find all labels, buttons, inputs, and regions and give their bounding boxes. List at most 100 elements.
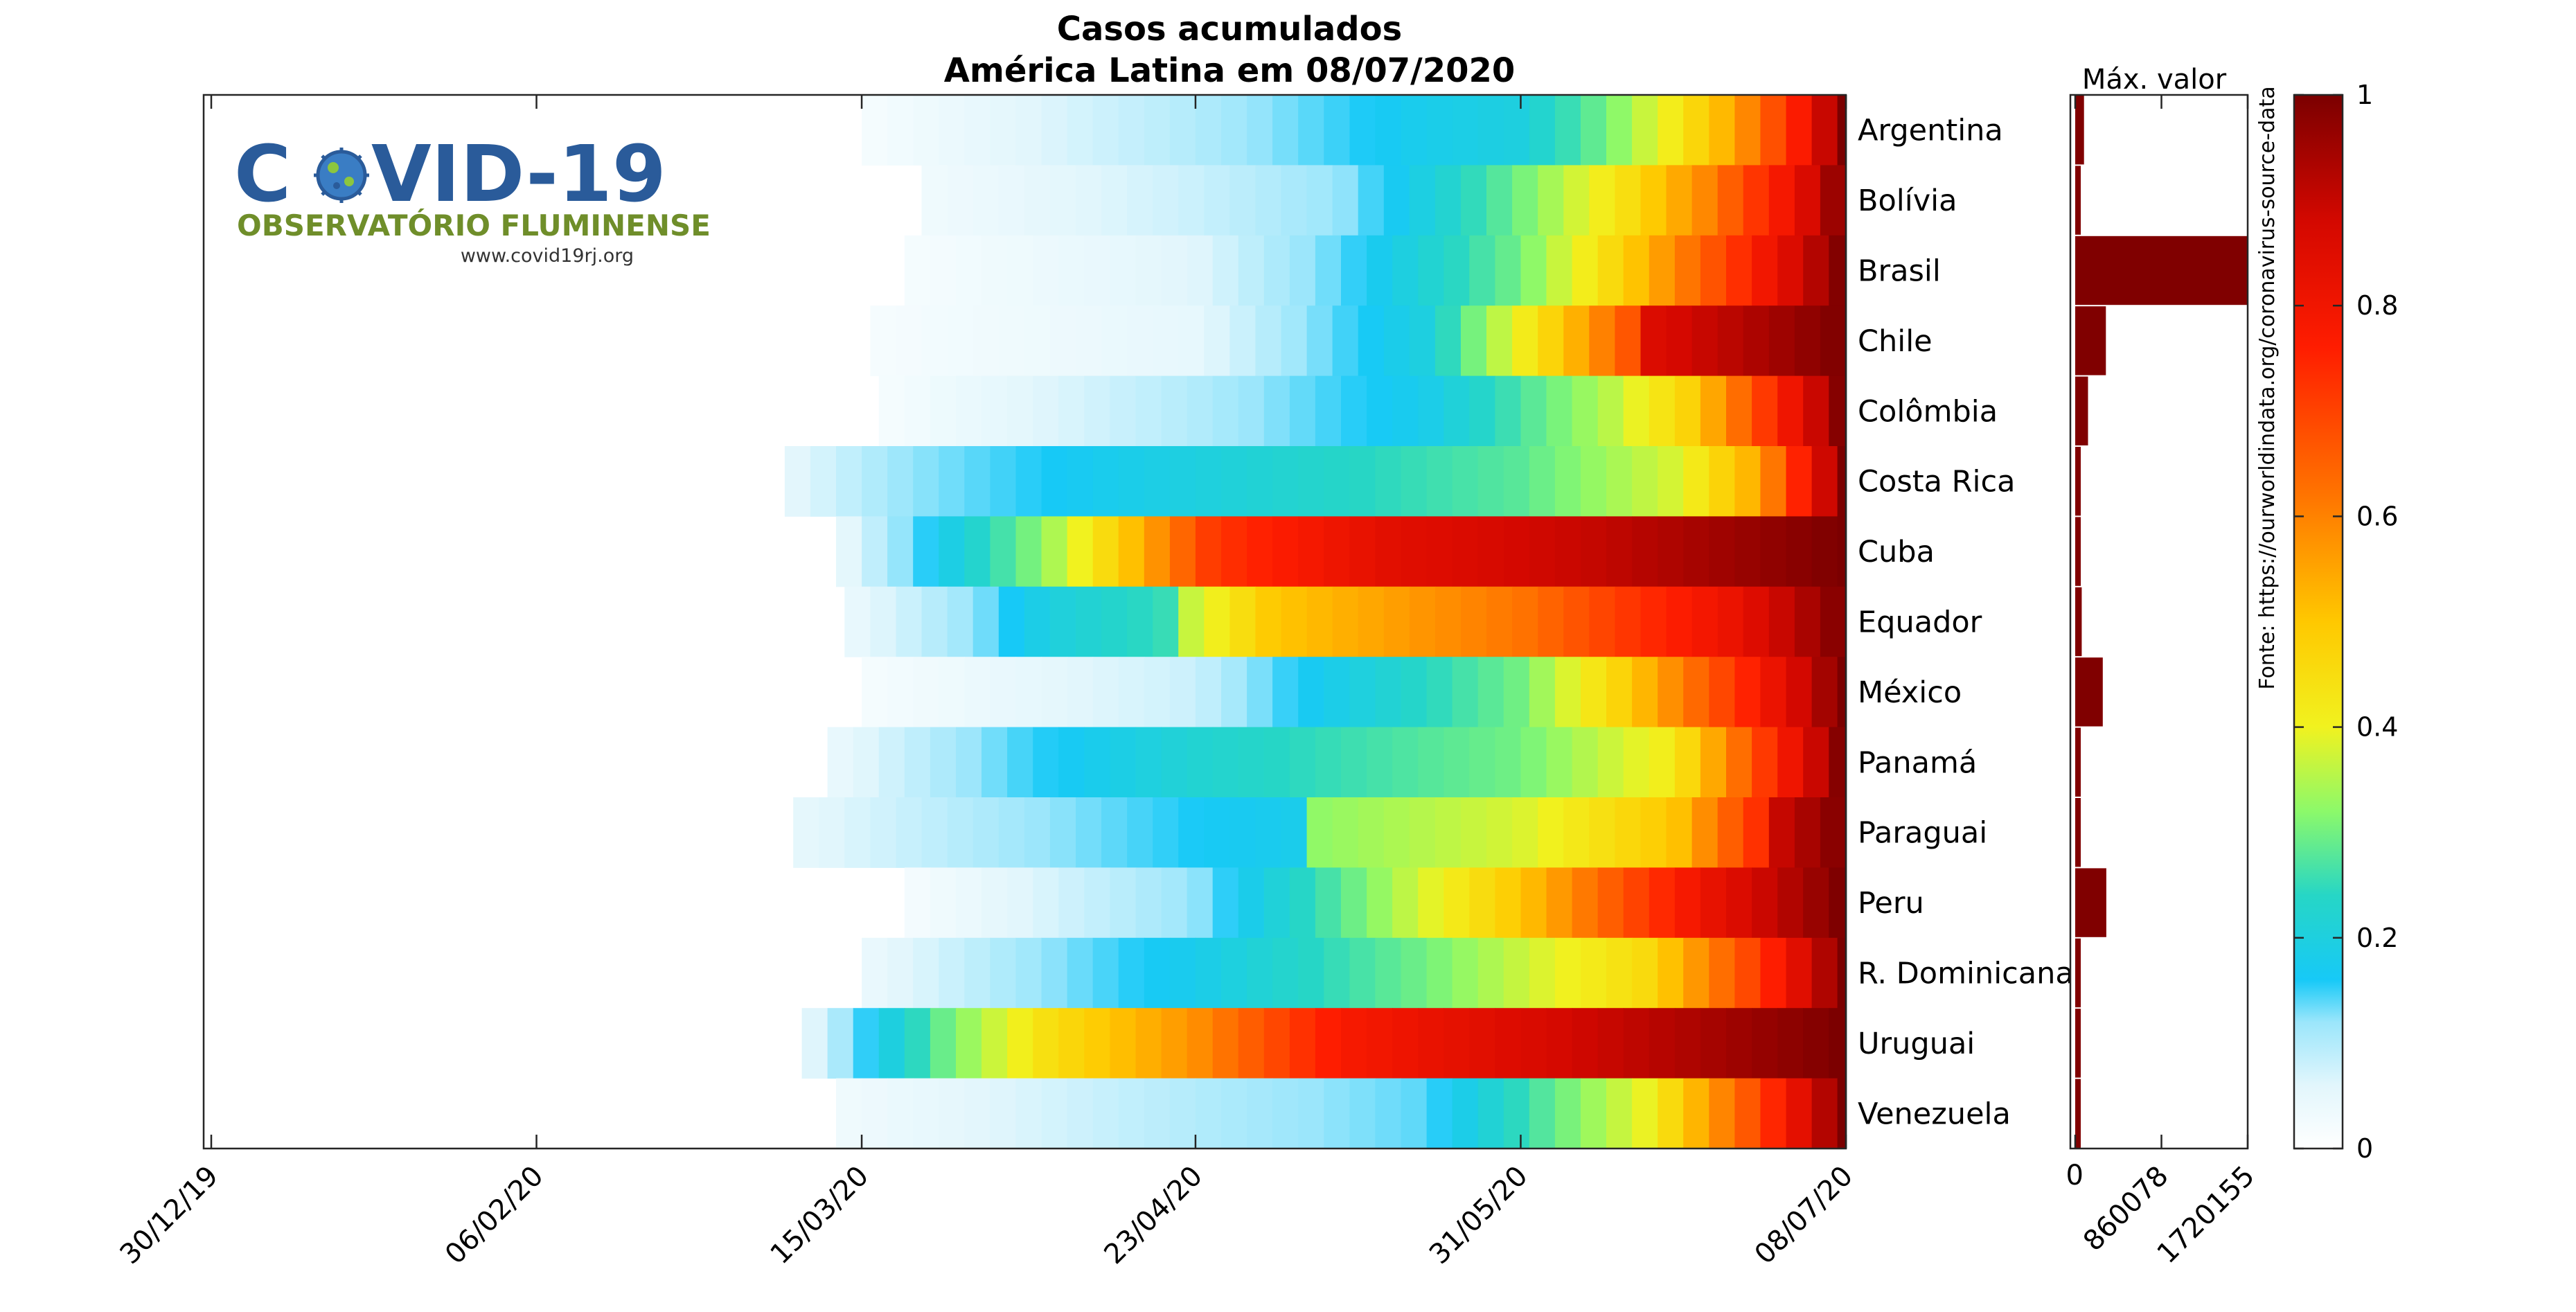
heat-cell	[1033, 235, 1059, 306]
heat-cell	[1110, 1008, 1137, 1079]
heatmap-row	[870, 305, 1847, 377]
heat-cell	[1811, 446, 1838, 517]
heat-cell	[1546, 727, 1573, 798]
heat-cell	[1367, 375, 1393, 447]
colorbar-fill	[2293, 94, 2344, 1150]
heat-cell	[1375, 657, 1402, 728]
heat-cell	[1161, 867, 1188, 939]
heat-cell	[1058, 727, 1085, 798]
heat-cell	[1272, 446, 1299, 517]
heat-cell	[1632, 937, 1658, 1009]
heat-cell	[998, 797, 1025, 868]
heat-cell	[1358, 165, 1385, 236]
heat-cell	[1401, 1078, 1428, 1149]
heat-cell	[1734, 516, 1761, 587]
heatmap-frame	[202, 94, 1847, 1150]
heat-cell	[904, 727, 931, 798]
country-label: Cuba	[1858, 535, 1935, 569]
heat-cell	[981, 1008, 1008, 1079]
heat-cell	[1658, 516, 1684, 587]
heat-cell	[1315, 235, 1342, 306]
heat-cell	[1161, 235, 1188, 306]
heat-cell	[1101, 165, 1128, 236]
heat-cell	[810, 446, 837, 517]
heat-cell	[1127, 305, 1153, 377]
heat-cell	[1255, 305, 1282, 377]
heat-cell	[1315, 1008, 1342, 1079]
heat-cell	[1691, 797, 1718, 868]
heat-cell	[1058, 867, 1085, 939]
heat-cell	[1289, 235, 1316, 306]
heat-cell	[956, 727, 982, 798]
heat-cell	[896, 305, 923, 377]
heat-cell	[1349, 937, 1376, 1009]
heat-cell	[1033, 375, 1059, 447]
heat-cell	[1049, 305, 1076, 377]
heat-cell	[1058, 1008, 1085, 1079]
max-value-bar	[2075, 727, 2081, 797]
heat-cell	[1520, 375, 1547, 447]
heat-cell	[1503, 95, 1530, 166]
heat-cell	[1212, 375, 1239, 447]
heat-cell	[1734, 937, 1761, 1009]
heat-cell	[1615, 586, 1642, 657]
heat-cell	[1221, 95, 1247, 166]
country-label: R. Dominicana	[1858, 957, 2074, 991]
heat-cell	[1803, 235, 1829, 306]
heat-cell	[1691, 165, 1718, 236]
heat-cell	[1332, 797, 1359, 868]
max-value-bar	[2075, 1009, 2081, 1078]
heat-cell	[1272, 516, 1299, 587]
heat-cell	[921, 305, 948, 377]
heat-cell	[1187, 375, 1214, 447]
heat-cell	[1067, 937, 1094, 1009]
max-value-bar	[2075, 1079, 2081, 1148]
colorbar-tick-label: 0.8	[2356, 290, 2398, 321]
heat-cell	[990, 95, 1017, 166]
heat-cell	[939, 937, 965, 1009]
heat-cell	[1640, 165, 1667, 236]
heat-cell	[1674, 1008, 1701, 1079]
heatmap-row	[836, 516, 1847, 587]
heat-cell	[1127, 165, 1153, 236]
heat-cell	[1367, 727, 1393, 798]
heat-cell	[1332, 165, 1359, 236]
chart-title: Casos acumulados América Latina em 08/07…	[944, 10, 1516, 90]
heat-cell	[827, 727, 854, 798]
heatmap-row	[844, 586, 1847, 657]
heat-cell	[1837, 95, 1847, 166]
heat-cell	[1434, 586, 1462, 657]
heat-cell	[870, 797, 897, 868]
heat-cell	[896, 586, 923, 657]
heat-cell	[1409, 797, 1436, 868]
heat-cell	[981, 727, 1008, 798]
heat-cell	[1469, 867, 1495, 939]
heat-cell	[1546, 235, 1573, 306]
heat-cell	[1195, 516, 1222, 587]
heat-cell	[1734, 1078, 1761, 1149]
heatmap-row	[836, 1078, 1847, 1149]
heat-cell	[1092, 1078, 1119, 1149]
heat-cell	[1777, 235, 1804, 306]
heat-cell	[1709, 95, 1735, 166]
heat-cell	[1597, 235, 1624, 306]
heat-cell	[1153, 586, 1179, 657]
heat-cell	[1469, 727, 1495, 798]
heat-cell	[1341, 867, 1367, 939]
max-value-bar	[2075, 657, 2103, 727]
heat-cell	[1649, 1008, 1676, 1079]
heat-cell	[1281, 586, 1308, 657]
heat-cell	[1786, 95, 1813, 166]
heat-cell	[1375, 95, 1402, 166]
heat-cell	[1520, 727, 1547, 798]
heat-cell	[1426, 516, 1453, 587]
heat-cell	[1392, 1008, 1419, 1079]
heat-cell	[1434, 305, 1462, 377]
heat-cell	[1092, 446, 1119, 517]
heat-cell	[1187, 867, 1214, 939]
heat-cell	[1401, 657, 1428, 728]
heat-cell	[853, 1008, 880, 1079]
max-value-tick-label: 0	[2066, 1160, 2084, 1191]
x-tick-label: 15/03/20	[765, 1160, 876, 1271]
heat-cell	[1683, 1078, 1709, 1149]
